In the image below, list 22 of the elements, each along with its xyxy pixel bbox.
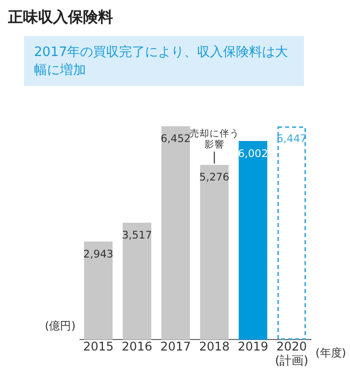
x-tick-label: 2018 [199,340,230,354]
x-tick-label: 2015 [83,340,114,354]
x-tick-label: 2016 [122,340,152,354]
data-label: 3,517 [122,229,152,242]
annotation: 売却に伴う影響 [189,128,240,151]
y-axis-title: (億円) [44,320,76,332]
data-label: 6,002 [238,148,268,160]
chart-title: 正味収入保険料 [8,8,113,27]
bar [122,222,152,340]
data-label: 5,276 [199,172,230,184]
bar [277,126,306,340]
bar [161,126,190,340]
x-axis-title: (年度) [316,346,346,360]
bar [200,164,229,340]
data-label: 6,452 [160,133,191,145]
x-tick-label: 2019 [238,340,268,354]
x-tick-label: 2020 (計画) [274,340,308,368]
x-tick-label: 2017 [160,340,191,354]
bar [84,242,113,340]
bar [238,141,268,340]
chart-subtitle: 2017年の買収完了により、収入保険料は大幅に増加 [24,36,304,88]
data-label: 2,943 [83,248,114,260]
